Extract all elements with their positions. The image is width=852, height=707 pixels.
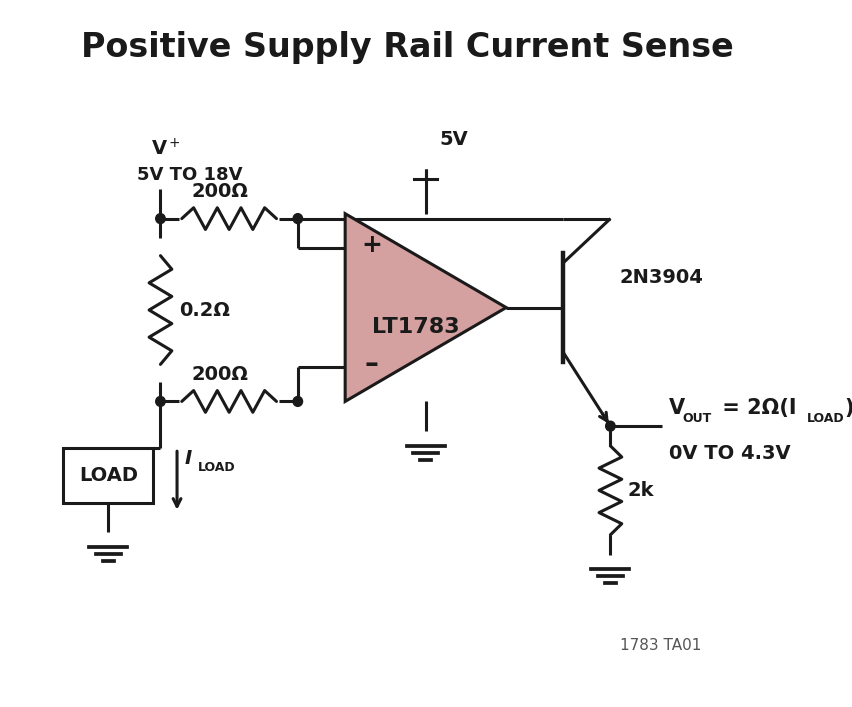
Circle shape: [606, 421, 615, 431]
Text: OUT: OUT: [682, 412, 711, 425]
Circle shape: [156, 214, 165, 223]
Text: 5V TO 18V: 5V TO 18V: [137, 166, 242, 184]
Text: = 2Ω(I: = 2Ω(I: [715, 398, 796, 419]
Text: 0.2Ω: 0.2Ω: [180, 300, 230, 320]
Text: +: +: [361, 233, 383, 257]
Text: LOAD: LOAD: [807, 412, 844, 425]
Text: 200Ω: 200Ω: [191, 182, 248, 201]
Text: Positive Supply Rail Current Sense: Positive Supply Rail Current Sense: [81, 31, 734, 64]
Text: LOAD: LOAD: [79, 466, 138, 485]
Text: ): ): [844, 398, 852, 419]
Circle shape: [293, 397, 302, 407]
Text: I: I: [185, 449, 192, 467]
Text: 0V TO 4.3V: 0V TO 4.3V: [669, 444, 791, 463]
Text: 2k: 2k: [627, 481, 654, 500]
Text: V$^+$: V$^+$: [151, 138, 181, 159]
Text: V: V: [669, 398, 685, 419]
Text: LT1783: LT1783: [372, 317, 460, 337]
Text: 200Ω: 200Ω: [191, 365, 248, 384]
Text: LOAD: LOAD: [198, 460, 235, 474]
Polygon shape: [345, 214, 506, 402]
Text: –: –: [365, 350, 378, 378]
Bar: [63, 448, 153, 503]
Text: 5V: 5V: [440, 130, 469, 149]
Circle shape: [156, 397, 165, 407]
Circle shape: [293, 214, 302, 223]
Text: 1783 TA01: 1783 TA01: [620, 638, 701, 653]
Text: 2N3904: 2N3904: [620, 269, 704, 288]
